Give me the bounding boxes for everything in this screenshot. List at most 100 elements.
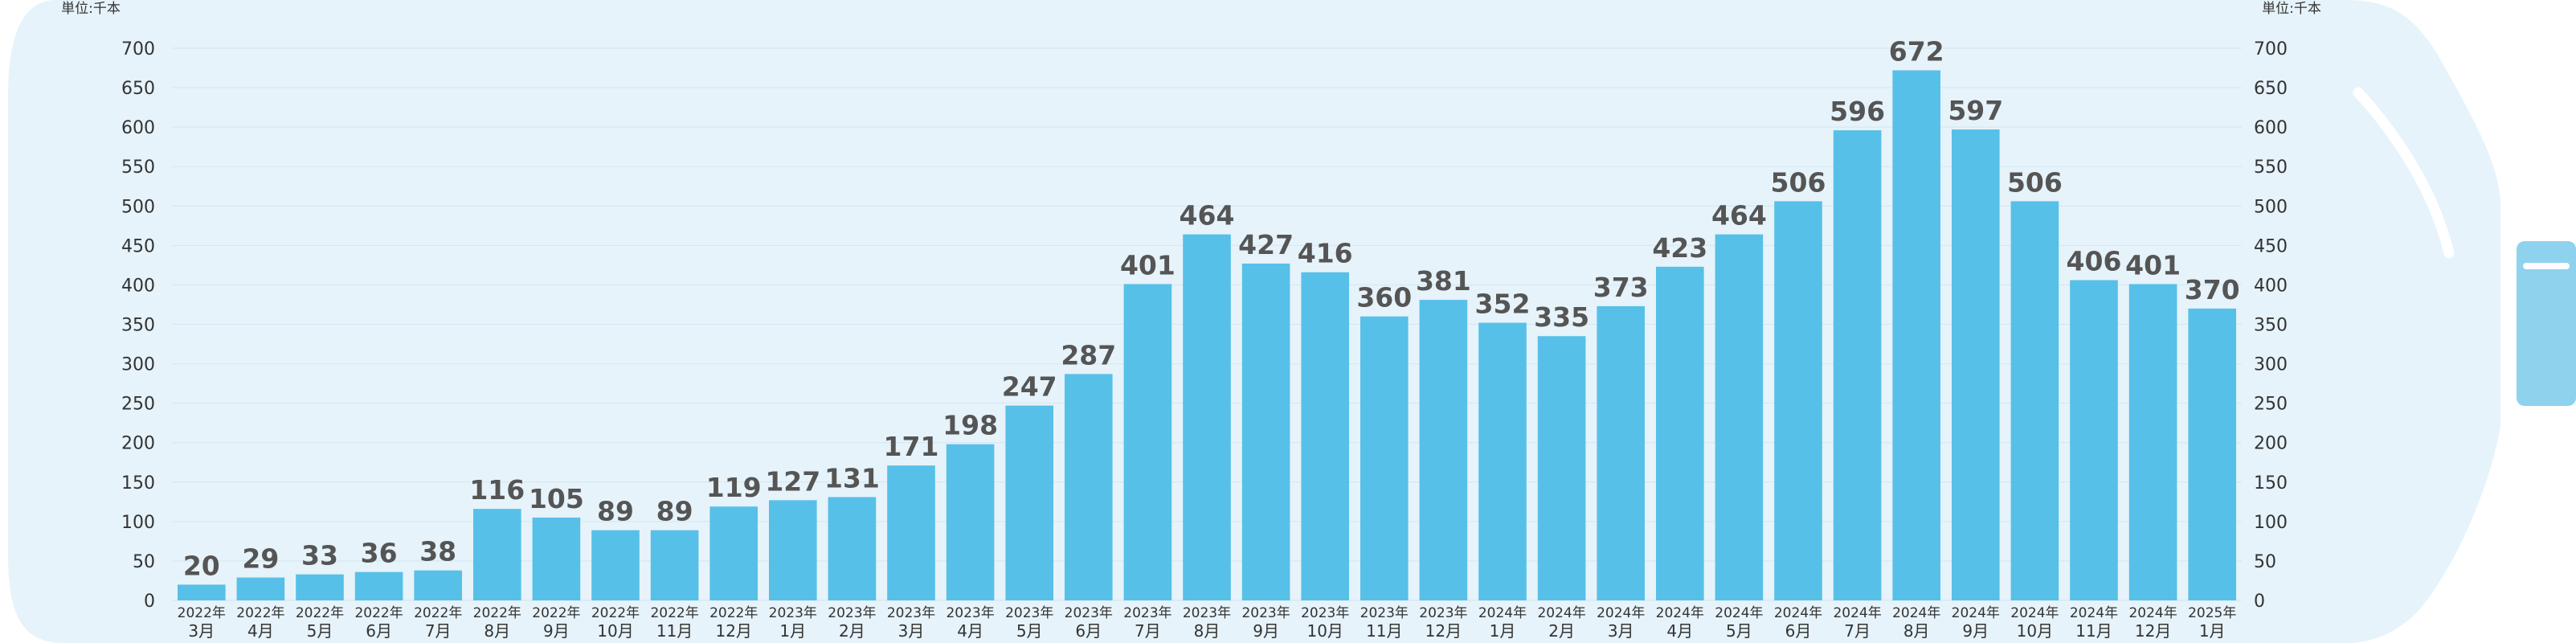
y-tick-label: 650: [121, 79, 155, 99]
bar-value-label: 416: [1298, 238, 1353, 269]
bar: [591, 530, 640, 600]
y-tick-label: 100: [2254, 513, 2288, 533]
y-axis-left: 0 50 100 150 200 250 300 350 400 450 500 550 600 650 7…: [121, 39, 155, 612]
bar: [2070, 280, 2118, 600]
bar-value-label: 116: [469, 474, 525, 506]
x-label-year: 2024年: [1478, 605, 1527, 621]
x-label-year: 2022年: [709, 605, 758, 621]
x-label-month: 8月: [484, 621, 510, 641]
bar: [1183, 234, 1231, 600]
bar-value-label: 335: [1534, 301, 1589, 333]
x-label-year: 2022年: [591, 605, 640, 621]
x-label-month: 9月: [543, 621, 570, 641]
bar: [296, 574, 344, 600]
bar-value-label: 672: [1889, 35, 1944, 67]
x-label-month: 10月: [1306, 621, 1343, 641]
x-label-year: 2022年: [354, 605, 403, 621]
x-label-month: 4月: [1666, 621, 1693, 641]
bar: [1005, 405, 1054, 600]
bar: [1123, 284, 1172, 600]
bar-value-label: 352: [1475, 289, 1531, 320]
unit-label-right: 単位:千本: [2262, 1, 2321, 17]
y-tick-label: 300: [2254, 355, 2288, 375]
y-tick-label: 600: [121, 118, 155, 138]
x-label-year: 2023年: [1241, 605, 1290, 621]
x-label-year: 2025年: [2188, 605, 2236, 621]
x-label-year: 2024年: [1597, 605, 1645, 621]
x-label-year: 2022年: [650, 605, 698, 621]
bar: [1478, 322, 1527, 600]
y-tick-label: 300: [121, 355, 155, 375]
y-tick-label: 400: [2254, 276, 2288, 296]
x-label-month: 9月: [1962, 621, 1989, 641]
bar: [1833, 130, 1882, 600]
bars: [177, 70, 2237, 601]
x-label-month: 7月: [1844, 621, 1871, 641]
bar: [1241, 263, 1290, 600]
y-tick-label: 250: [121, 395, 155, 415]
y-tick-label: 150: [2254, 473, 2288, 494]
y-tick-label: 550: [121, 158, 155, 178]
x-label-year: 2023年: [1123, 605, 1171, 621]
bar-value-label: 247: [1002, 371, 1057, 403]
x-label-year: 2023年: [946, 605, 994, 621]
y-tick-label: 200: [121, 434, 155, 454]
y-tick-label: 450: [2254, 236, 2288, 256]
x-label-year: 2024年: [2070, 605, 2118, 621]
bar: [1715, 234, 1764, 600]
x-label-year: 2022年: [414, 605, 462, 621]
bottle-cap: [2517, 241, 2576, 406]
x-label-year: 2023年: [1005, 605, 1053, 621]
bar: [1892, 70, 1941, 601]
bar-value-label: 127: [765, 465, 820, 497]
x-label-month: 3月: [188, 621, 215, 641]
x-label-year: 2024年: [1774, 605, 1822, 621]
x-label-year: 2024年: [1715, 605, 1763, 621]
y-tick-label: 700: [2254, 39, 2288, 59]
bar-value-label: 36: [361, 538, 398, 569]
bar: [236, 577, 285, 600]
bar-value-label: 171: [884, 431, 939, 462]
bar: [650, 530, 699, 600]
bar-value-label: 506: [2007, 166, 2063, 198]
x-label-year: 2023年: [1301, 605, 1349, 621]
x-label-month: 3月: [1608, 621, 1634, 641]
bar: [177, 584, 226, 600]
bar-value-label: 20: [183, 550, 220, 581]
bar: [1774, 201, 1822, 600]
bar-value-label: 596: [1830, 96, 1885, 127]
x-label-month: 2月: [839, 621, 865, 641]
x-label-year: 2023年: [887, 605, 935, 621]
x-label-month: 6月: [1785, 621, 1812, 641]
x-label-year: 2022年: [473, 605, 521, 621]
x-label-month: 10月: [2017, 621, 2053, 641]
x-label-month: 9月: [1253, 621, 1279, 641]
x-label-month: 12月: [2135, 621, 2171, 641]
y-tick-label: 250: [2254, 395, 2288, 415]
x-axis-labels: 2022年 3月 2022年 4月 2022年 5月 2022年 6月 2022年 7月 2022年…: [178, 605, 2237, 641]
x-label-month: 4月: [957, 621, 983, 641]
bar: [1360, 316, 1409, 600]
x-label-month: 6月: [1075, 621, 1102, 641]
bar-value-label: 38: [419, 536, 456, 567]
bar-value-label: 360: [1356, 282, 1412, 313]
bar-value-label: 381: [1416, 265, 1471, 297]
y-tick-label: 500: [2254, 197, 2288, 217]
bar: [1655, 266, 1704, 600]
bar-value-label: 597: [1948, 95, 2003, 126]
x-label-year: 2023年: [1360, 605, 1409, 621]
bar-value-label: 401: [1120, 249, 1176, 281]
x-label-month: 10月: [597, 621, 633, 641]
bar-value-label: 423: [1652, 232, 1707, 264]
x-label-year: 2024年: [2128, 605, 2177, 621]
x-label-month: 8月: [1194, 621, 1221, 641]
bar-value-label: 287: [1061, 339, 1116, 371]
x-label-year: 2023年: [828, 605, 876, 621]
bottle-cap-highlight: [2523, 263, 2570, 269]
x-label-year: 2023年: [1183, 605, 1231, 621]
x-label-month: 11月: [2075, 621, 2112, 641]
x-label-month: 5月: [1726, 621, 1752, 641]
bar-value-label: 198: [942, 410, 998, 441]
y-tick-label: 0: [2254, 592, 2265, 612]
